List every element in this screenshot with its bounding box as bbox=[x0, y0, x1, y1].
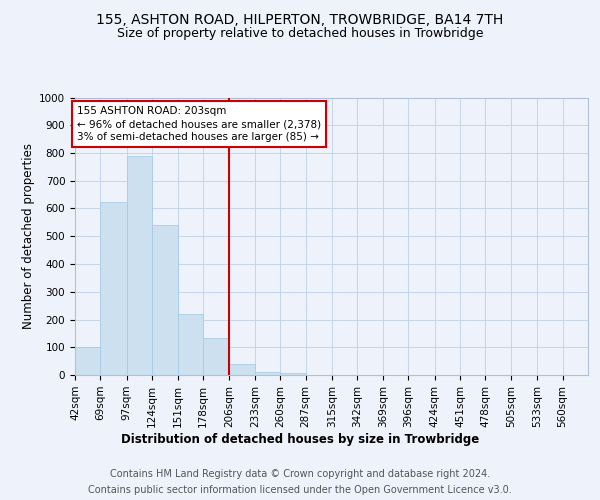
Text: 155, ASHTON ROAD, HILPERTON, TROWBRIDGE, BA14 7TH: 155, ASHTON ROAD, HILPERTON, TROWBRIDGE,… bbox=[97, 12, 503, 26]
Text: Distribution of detached houses by size in Trowbridge: Distribution of detached houses by size … bbox=[121, 432, 479, 446]
Y-axis label: Number of detached properties: Number of detached properties bbox=[22, 143, 35, 329]
Bar bbox=[280, 373, 305, 375]
Text: 155 ASHTON ROAD: 203sqm
← 96% of detached houses are smaller (2,378)
3% of semi-: 155 ASHTON ROAD: 203sqm ← 96% of detache… bbox=[77, 106, 321, 142]
Bar bbox=[75, 347, 100, 375]
Bar bbox=[229, 364, 255, 375]
Text: Contains HM Land Registry data © Crown copyright and database right 2024.: Contains HM Land Registry data © Crown c… bbox=[110, 469, 490, 479]
Bar bbox=[100, 202, 127, 375]
Bar bbox=[152, 225, 178, 375]
Text: Size of property relative to detached houses in Trowbridge: Size of property relative to detached ho… bbox=[117, 28, 483, 40]
Bar bbox=[255, 372, 280, 375]
Text: Contains public sector information licensed under the Open Government Licence v3: Contains public sector information licen… bbox=[88, 485, 512, 495]
Bar bbox=[178, 314, 203, 375]
Bar bbox=[127, 156, 152, 375]
Bar bbox=[203, 338, 229, 375]
